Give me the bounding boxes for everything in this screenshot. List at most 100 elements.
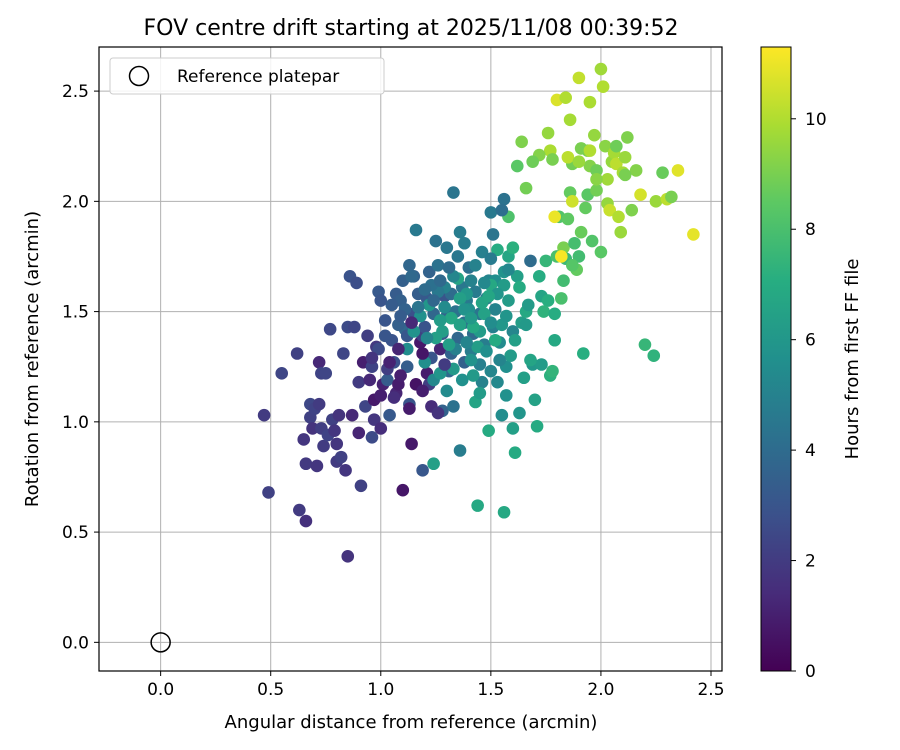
data-point [610,157,623,171]
legend-box [109,57,385,95]
data-point [601,172,614,186]
data-point [546,153,559,166]
colorbar-tick-label: 2 [805,552,816,572]
y-axis: 0.0 0.5 1.0 1.5 2.0 2.5 [62,82,99,653]
data-point [687,228,700,241]
data-point [431,406,445,420]
data-point [312,356,326,369]
data-point [566,258,579,272]
data-point [517,371,531,385]
data-point [473,386,487,400]
data-point [590,164,603,177]
data-point [337,347,350,360]
data-point [612,210,625,224]
data-point [460,336,473,349]
data-point [508,446,522,460]
data-point [361,329,374,343]
data-point [539,254,553,268]
data-point [363,373,377,387]
data-point [431,258,445,272]
data-point [383,356,396,369]
colorbar-ticks: 0 2 4 6 8 10 [791,110,827,682]
data-point [484,206,498,219]
data-point [554,250,568,263]
data-point [493,353,506,367]
data-point [257,408,271,422]
data-point [484,316,498,329]
data-point [510,270,524,283]
data-point [502,294,515,307]
data-point [559,91,572,105]
data-point [319,367,333,380]
x-tick-label: 1.0 [367,680,394,700]
data-point [447,186,460,199]
data-point [629,164,643,177]
data-point [610,139,623,153]
data-point [466,369,480,382]
x-axis: 0.0 0.5 1.0 1.5 2.0 2.5 [147,671,725,700]
data-point [328,424,341,437]
data-point [418,320,432,334]
data-point [444,311,458,325]
data-point [475,375,489,389]
data-point [458,236,471,250]
data-point [596,80,610,93]
data-point [381,373,394,387]
data-point [513,281,526,294]
data-point [561,212,575,226]
data-point [603,203,617,217]
data-point [405,316,418,329]
y-axis-label: Rotation from reference (arcmin) [22,211,43,507]
data-point [488,333,502,347]
data-point [585,234,599,248]
data-point [365,360,379,374]
data-point [339,464,352,477]
data-point [429,331,443,345]
data-point [385,298,399,312]
data-point [495,408,509,422]
data-point [634,188,647,202]
data-point [477,276,491,290]
data-point [345,408,359,422]
data-point [433,314,447,327]
data-point [464,274,478,288]
colorbar-tick-label: 6 [805,331,816,351]
data-point [508,333,522,347]
y-tick-label: 1.0 [62,413,89,433]
data-point [671,164,685,177]
data-point [484,364,498,378]
data-point [524,254,537,268]
data-point [572,71,586,85]
x-tick-label: 0.5 [257,680,284,700]
data-point [359,400,372,413]
data-point [403,402,416,415]
data-point [488,303,502,316]
data-point [400,360,414,374]
data-point [486,228,500,241]
data-point [405,270,418,283]
data-point [323,322,337,336]
data-point [433,274,447,288]
data-point [442,261,456,274]
data-point [420,331,434,345]
data-point [583,144,597,157]
data-point [403,258,416,272]
data-point [387,391,401,404]
data-point [374,389,388,402]
data-point [332,408,346,422]
legend-label: Reference platepar [177,67,339,87]
data-point [594,62,608,76]
data-point [394,309,407,323]
data-point [513,406,526,420]
data-point [299,514,313,528]
data-point [554,292,568,305]
data-point [290,347,304,360]
data-point [312,397,326,411]
data-point [383,408,396,422]
colorbar-tick-label: 8 [805,220,816,240]
x-tick-label: 2.5 [697,680,724,700]
data-point [530,419,544,433]
data-point [464,311,478,325]
data-point [574,225,588,239]
colorbar-gradient [760,46,792,672]
